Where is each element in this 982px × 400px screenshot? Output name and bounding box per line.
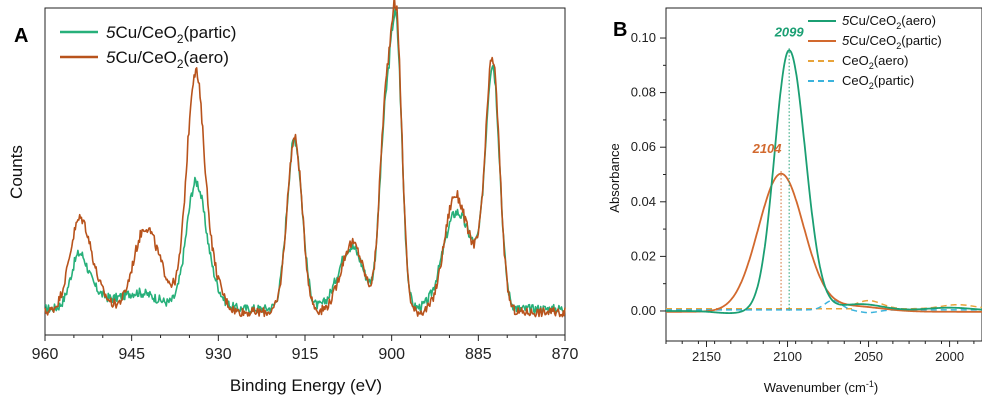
panel-a-lines — [44, 0, 566, 318]
panel-a: A 960 945 930 915 900 885 870 Counts Binding E… — [7, 0, 578, 395]
panel-a-x-tick-label: 945 — [118, 346, 145, 363]
panel-b-y-tick-label: 0.02 — [631, 248, 656, 263]
panel-a-x-tick-label: 870 — [552, 346, 579, 363]
panel-b-x-tick-label: 2100 — [773, 349, 802, 364]
panel-b-x-axis-title-main: Wavenumber (cm — [764, 380, 866, 395]
panel-b-series-line-ceo2-partic — [666, 299, 982, 314]
panel-b: B 2150 2100 2050 2000 0.00 0.02 0.04 0.06 0.08 0.… — [607, 7, 982, 395]
panel-b-peak-label: 2104 — [752, 141, 783, 156]
panel-b-lines: 2099 2104 — [665, 24, 982, 314]
panel-b-peak-label: 2099 — [774, 24, 805, 39]
panel-b-x-tick-label: 2000 — [935, 349, 964, 364]
panel-b-letter: B — [613, 19, 627, 41]
panel-b-legend-label: 5Cu/CeO2(aero) — [842, 13, 936, 31]
panel-b-x-axis-title-sup: -1 — [866, 379, 874, 389]
panel-b-plot-frame — [665, 7, 982, 342]
panel-b-y-axis-title: Absorbance — [607, 143, 622, 212]
panel-b-legend: 5Cu/CeO2(aero) 5Cu/CeO2(partic) CeO2(aero)… — [808, 13, 942, 91]
panel-b-x-axis-title-tail: ) — [874, 380, 878, 395]
panel-b-legend-label: CeO2(partic) — [842, 73, 914, 91]
panel-b-legend-label: 5Cu/CeO2(partic) — [842, 33, 942, 51]
panel-b-y-tick-label: 0.00 — [631, 303, 656, 318]
panel-b-y-tick-label: 0.06 — [631, 139, 656, 154]
panel-b-y-tick-label: 0.04 — [631, 194, 656, 209]
panel-b-y-tick-label: 0.08 — [631, 85, 656, 100]
panel-b-legend-label: CeO2(aero) — [842, 53, 908, 71]
panel-a-x-tick-label: 930 — [205, 346, 232, 363]
panel-a-legend: 5Cu/CeO2(partic)5Cu/CeO2(aero) — [60, 23, 236, 71]
panel-b-series-line-cu-partic — [665, 172, 982, 313]
panel-a-x-tick-label: 885 — [465, 346, 492, 363]
panel-a-legend-label: 5Cu/CeO2(aero) — [106, 48, 229, 71]
panel-b-x-tick-label: 2050 — [854, 349, 883, 364]
panel-a-x-axis: 960 945 930 915 900 885 870 — [32, 335, 579, 363]
panel-a-x-tick-label: 900 — [378, 346, 405, 363]
panel-a-legend-label: 5Cu/CeO2(partic) — [106, 23, 236, 46]
panel-a-x-tick-label: 915 — [292, 346, 319, 363]
panel-b-series-line-cu-aero — [665, 49, 982, 314]
panel-a-x-tick-label: 960 — [32, 346, 59, 363]
panel-b-x-axis-title: Wavenumber (cm-1) — [764, 379, 878, 395]
panel-b-x-tick-label: 2150 — [692, 349, 721, 364]
panel-a-x-axis-title: Binding Energy (eV) — [230, 376, 382, 395]
panel-b-axes: 2150 2100 2050 2000 0.00 0.02 0.04 0.06 0.08 0.10 — [631, 30, 975, 364]
panel-a-y-axis-title: Counts — [7, 145, 26, 199]
panel-b-y-tick-label: 0.10 — [631, 30, 656, 45]
panel-a-letter: A — [14, 25, 28, 47]
panel-a-series-line — [44, 0, 566, 318]
